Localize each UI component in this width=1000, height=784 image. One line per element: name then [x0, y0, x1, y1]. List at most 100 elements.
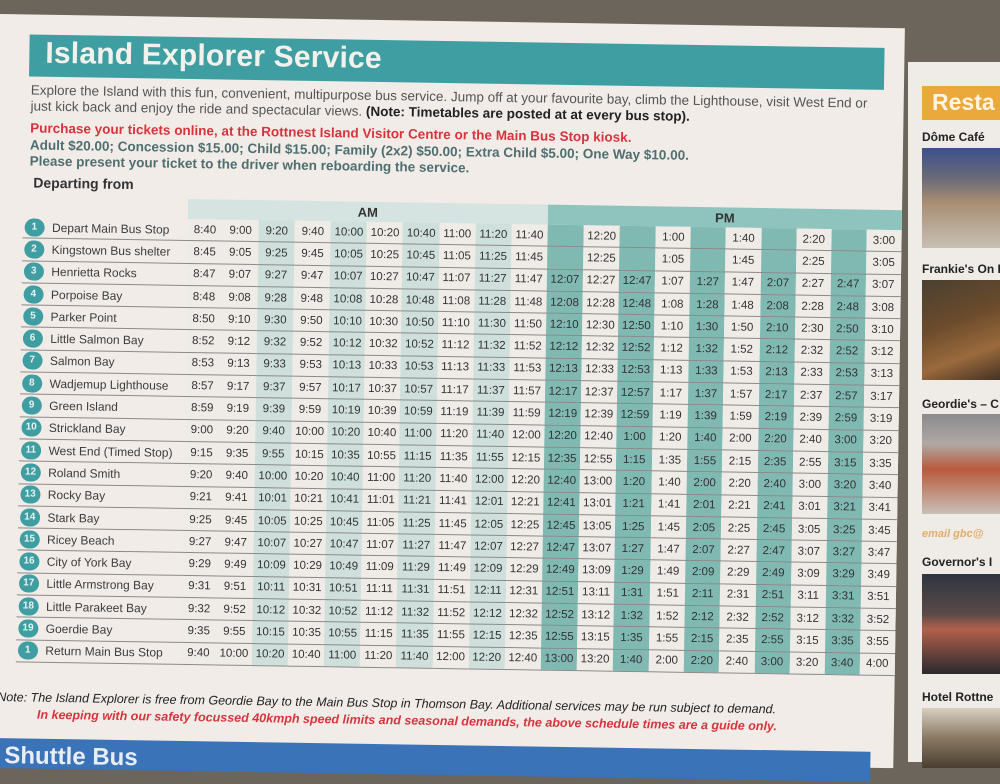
- time-cell: 2:40: [792, 428, 829, 452]
- time-cell: 11:40: [435, 467, 472, 491]
- time-cell: 9:48: [293, 287, 331, 310]
- time-cell: 9:35: [181, 619, 217, 643]
- time-cell: [546, 246, 584, 270]
- time-cell: 3:12: [790, 607, 826, 630]
- time-cell: 1:32: [688, 337, 725, 361]
- stop-number-cell: 15: [17, 528, 42, 551]
- time-cell: 9:47: [217, 531, 254, 555]
- time-cell: 10:20: [327, 421, 365, 445]
- time-cell: 12:08: [546, 291, 583, 314]
- time-cell: 11:28: [474, 289, 511, 313]
- time-cell: 1:00: [616, 425, 653, 449]
- time-cell: 1:21: [615, 492, 652, 516]
- time-cell: 8:57: [184, 374, 221, 398]
- time-cell: 11:12: [437, 333, 474, 357]
- time-cell: 12:41: [543, 491, 580, 515]
- time-cell: 2:27: [795, 272, 831, 296]
- time-cell: 2:47: [756, 539, 792, 563]
- time-cell: 2:32: [719, 605, 756, 629]
- time-cell: 3:11: [790, 584, 826, 608]
- stop-number-badge: 8: [21, 374, 43, 393]
- time-cell: 10:00: [330, 221, 368, 244]
- time-cell: 13:01: [579, 492, 616, 516]
- time-cell: 9:12: [220, 330, 258, 354]
- time-cell: 11:19: [436, 400, 473, 424]
- time-cell: 2:28: [794, 294, 831, 318]
- stop-number-cell: 19: [16, 617, 40, 640]
- time-cell: 1:50: [724, 316, 760, 339]
- time-cell: 2:25: [795, 250, 832, 274]
- time-cell: 12:01: [470, 490, 508, 514]
- timetable: AM PM 1 Depart Main Bus Stop 8:40 9:00 9:20 9…: [15, 196, 903, 676]
- time-cell: 9:29: [182, 552, 218, 576]
- time-cell: 13:07: [578, 536, 615, 560]
- time-cell: 10:35: [327, 443, 364, 467]
- time-cell: 3:20: [789, 651, 825, 675]
- governors-photo: [922, 574, 1000, 674]
- time-cell: 8:45: [186, 240, 223, 264]
- stop-name: Rocky Bay: [41, 483, 184, 509]
- time-cell: 12:52: [541, 603, 578, 626]
- time-cell: 10:08: [329, 287, 367, 311]
- time-cell: 3:15: [827, 451, 864, 475]
- dome-cafe-photo: [922, 148, 1000, 248]
- time-cell: 3:05: [791, 517, 827, 541]
- time-cell: 12:51: [541, 580, 579, 604]
- time-cell: 8:59: [184, 396, 220, 420]
- restaurants-banner: Resta: [922, 86, 1000, 120]
- time-cell: 1:39: [687, 404, 724, 428]
- time-cell: 12:20: [544, 424, 581, 448]
- time-cell: 11:10: [437, 311, 475, 335]
- time-cell: 11:39: [472, 401, 509, 425]
- time-cell: 11:05: [438, 244, 476, 268]
- time-cell: 11:27: [474, 267, 511, 291]
- stop-number-cell: 17: [16, 572, 41, 596]
- time-cell: 1:49: [650, 560, 686, 584]
- time-cell: 11:08: [437, 289, 475, 313]
- time-cell: 12:27: [506, 535, 543, 559]
- time-cell: 11:53: [509, 357, 546, 381]
- time-cell: 1:32: [613, 604, 651, 628]
- time-cell: 12:35: [543, 447, 581, 470]
- time-cell: 11:45: [434, 512, 471, 536]
- stop-number-cell: 14: [17, 505, 42, 529]
- time-cell: 2:00: [648, 649, 685, 673]
- time-cell: 2:09: [685, 560, 721, 584]
- time-cell: 3:07: [791, 540, 827, 563]
- time-cell: 2:39: [793, 406, 829, 430]
- restaurant-frankies: Frankie's On F: [922, 262, 1000, 276]
- time-cell: 1:33: [688, 360, 725, 383]
- time-cell: 12:07: [470, 535, 507, 558]
- time-cell: 1:40: [725, 227, 762, 250]
- restaurant-dome-cafe: Dôme Café: [922, 130, 985, 144]
- time-cell: 8:47: [186, 263, 223, 286]
- time-cell: 11:20: [399, 467, 436, 490]
- time-cell: 2:05: [686, 516, 722, 540]
- time-cell: 2:20: [721, 472, 758, 496]
- time-cell: 3:49: [860, 563, 897, 587]
- time-cell: 12:21: [507, 491, 544, 514]
- time-cell: 3:35: [862, 452, 899, 475]
- time-cell: 2:15: [684, 627, 720, 651]
- time-cell: 9:41: [218, 486, 255, 510]
- stop-number-badge: 14: [19, 507, 40, 527]
- time-cell: 11:07: [438, 267, 475, 290]
- time-cell: 2:53: [828, 362, 865, 386]
- time-cell: 11:29: [397, 556, 435, 580]
- time-cell: 12:25: [506, 513, 544, 537]
- time-cell: 9:49: [217, 553, 254, 577]
- time-cell: 11:15: [360, 622, 397, 646]
- shuttle-bus-title: Shuttle Bus: [4, 742, 138, 772]
- time-cell: 10:00: [215, 642, 253, 666]
- stop-name: Little Armstrong Bay: [40, 572, 183, 598]
- time-cell: 1:37: [688, 382, 724, 406]
- time-cell: 13:00: [579, 469, 617, 493]
- time-cell: 11:31: [397, 578, 434, 602]
- stop-number-cell: 4: [21, 282, 46, 306]
- shuttle-bus-banner: Shuttle Bus: [0, 737, 871, 782]
- time-cell: [547, 224, 584, 247]
- time-cell: 3:17: [863, 385, 900, 409]
- time-cell: 10:51: [325, 577, 362, 601]
- time-cell: 13:11: [577, 581, 615, 605]
- time-cell: 1:51: [650, 582, 686, 606]
